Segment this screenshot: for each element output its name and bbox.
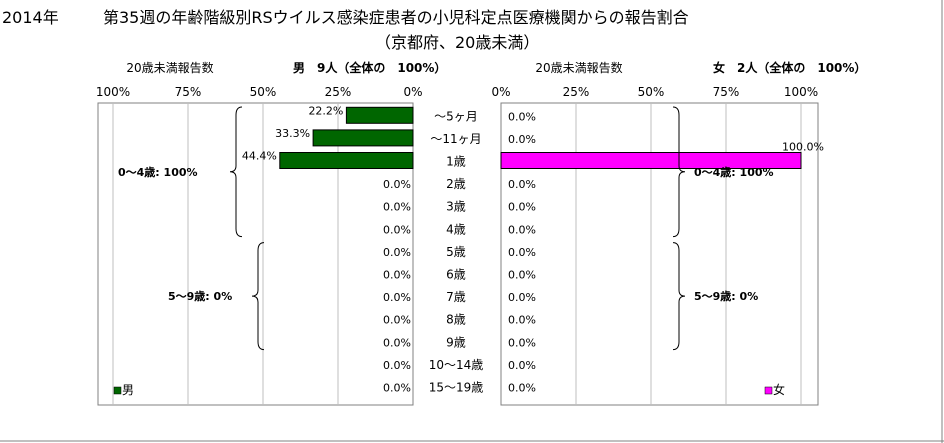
male-tick-label: 25%	[325, 85, 352, 99]
male-data-label: 0.0%	[383, 359, 411, 372]
male-legend-label: 男	[122, 383, 134, 397]
female-bar	[500, 152, 802, 169]
male-data-label: 22.2%	[308, 104, 343, 117]
female-data-label: 100.0%	[782, 141, 824, 154]
male-tick-label: 0%	[403, 85, 422, 99]
male-legend-swatch	[113, 386, 122, 395]
female-plot-area	[500, 102, 819, 406]
male-tick-label: 100%	[96, 85, 130, 99]
category-label: 8歳	[446, 313, 466, 327]
male-group-brace	[229, 106, 243, 238]
category-label: 4歳	[446, 222, 466, 236]
category-label: ～5ヶ月	[434, 109, 478, 123]
female-tick-label: 50%	[638, 85, 665, 99]
female-data-label: 0.0%	[508, 359, 536, 372]
chart-subtitle: （京都府、20歳未満）	[375, 33, 540, 52]
category-label: 9歳	[446, 335, 466, 349]
female-group-label: 0～4歳: 100%	[694, 165, 774, 179]
title-main: 第35週の年齢階級別RSウイルス感染症患者の小児科定点医療機関からの報告割合	[103, 8, 689, 27]
male-data-label: 44.4%	[242, 150, 277, 163]
male-data-label: 0.0%	[383, 382, 411, 395]
male-data-label: 0.0%	[383, 336, 411, 349]
male-data-label: 0.0%	[383, 269, 411, 282]
female-data-label: 0.0%	[508, 382, 536, 395]
category-label: 6歳	[446, 268, 466, 282]
female-group-brace	[672, 106, 686, 238]
category-label: 2歳	[446, 177, 466, 191]
male-data-label: 33.3%	[275, 127, 310, 140]
female-tick-label: 75%	[713, 85, 740, 99]
male-tick-label: 50%	[250, 85, 277, 99]
female-data-label: 0.0%	[508, 314, 536, 327]
male-group-brace	[251, 242, 265, 351]
female-data-label: 0.0%	[508, 110, 536, 123]
male-plot-area	[97, 102, 414, 406]
female-tick-label: 25%	[563, 85, 590, 99]
male-data-label: 0.0%	[383, 291, 411, 304]
category-label: 3歳	[446, 200, 466, 214]
female-group-label: 5～9歳: 0%	[694, 289, 758, 303]
female-data-label: 0.0%	[508, 336, 536, 349]
male-group-label: 5～9歳: 0%	[168, 289, 232, 303]
male-data-label: 0.0%	[383, 201, 411, 214]
female-data-label: 0.0%	[508, 223, 536, 236]
male-header-left: 20歳未満報告数	[126, 60, 213, 75]
category-label: 7歳	[446, 290, 466, 304]
male-data-label: 0.0%	[383, 178, 411, 191]
female-data-label: 0.0%	[508, 246, 536, 259]
female-data-label: 0.0%	[508, 133, 536, 146]
female-data-label: 0.0%	[508, 291, 536, 304]
category-label: ～11ヶ月	[430, 132, 481, 146]
male-header-right: 男 9人（全体の 100%）	[293, 60, 446, 75]
female-header-left: 20歳未満報告数	[535, 60, 622, 75]
female-group-brace	[672, 242, 686, 351]
category-label: 5歳	[446, 245, 466, 259]
female-tick-label: 100%	[784, 85, 818, 99]
male-bar	[345, 106, 414, 124]
female-data-label: 0.0%	[508, 201, 536, 214]
category-label: 1歳	[446, 155, 466, 169]
female-tick-label: 0%	[491, 85, 510, 99]
male-group-label: 0～4歳: 100%	[118, 165, 198, 179]
male-bar	[279, 152, 414, 169]
category-label: 10～14歳	[429, 358, 484, 372]
male-data-label: 0.0%	[383, 223, 411, 236]
female-legend-swatch	[764, 386, 773, 395]
male-data-label: 0.0%	[383, 314, 411, 327]
title-year: 2014年	[2, 8, 59, 27]
male-data-label: 0.0%	[383, 246, 411, 259]
male-bar	[312, 129, 414, 147]
female-legend-label: 女	[773, 382, 785, 397]
male-tick-label: 75%	[175, 85, 202, 99]
female-header-right: 女 2人（全体の 100%）	[713, 60, 866, 75]
female-data-label: 0.0%	[508, 178, 536, 191]
female-data-label: 0.0%	[508, 269, 536, 282]
category-label: 15～19歳	[429, 381, 484, 395]
